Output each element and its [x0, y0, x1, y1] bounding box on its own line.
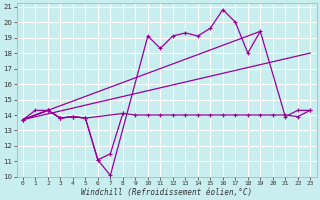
- X-axis label: Windchill (Refroidissement éolien,°C): Windchill (Refroidissement éolien,°C): [81, 188, 252, 197]
